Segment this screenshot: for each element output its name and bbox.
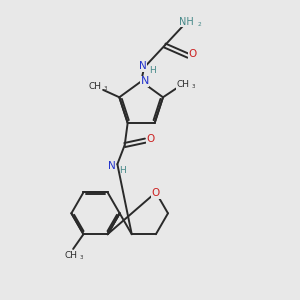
Text: H: H — [119, 166, 126, 175]
Text: NH: NH — [179, 17, 194, 27]
Text: $_3$: $_3$ — [103, 84, 108, 93]
Text: O: O — [189, 49, 197, 59]
Text: $_3$: $_3$ — [79, 253, 84, 262]
Text: $_2$: $_2$ — [196, 20, 202, 29]
Text: H: H — [150, 66, 156, 75]
Text: CH: CH — [176, 80, 189, 89]
Text: O: O — [152, 188, 160, 198]
Text: O: O — [146, 134, 155, 144]
Text: $_3$: $_3$ — [191, 82, 196, 91]
Text: CH: CH — [64, 251, 77, 260]
Text: N: N — [108, 160, 116, 171]
Text: N: N — [139, 61, 146, 71]
Text: N: N — [140, 76, 149, 86]
Text: CH: CH — [88, 82, 101, 91]
